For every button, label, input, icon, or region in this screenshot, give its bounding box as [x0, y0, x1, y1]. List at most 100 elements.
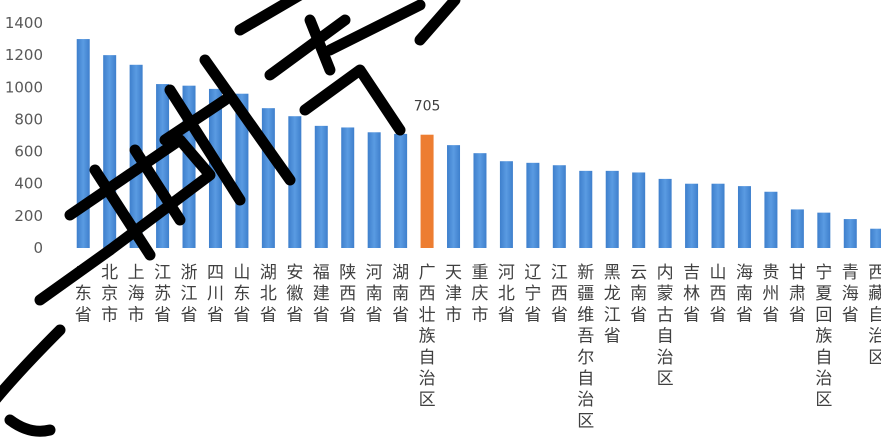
x-tick-char: 西: [419, 284, 436, 304]
x-tick-char: 湖: [260, 263, 277, 283]
x-tick-char: 江: [551, 263, 568, 283]
x-tick-char: 贵: [762, 263, 779, 283]
x-tick-char: 自: [577, 369, 594, 389]
x-tick-label: 山东省: [233, 263, 250, 325]
x-tick-char: 南: [392, 284, 409, 304]
x-tick-char: 族: [815, 327, 832, 347]
bar: [552, 165, 566, 248]
y-tick-label: 600: [14, 143, 43, 161]
x-tick-char: 自: [815, 348, 832, 368]
x-tick-label: 湖北省: [260, 263, 277, 325]
x-tick-char: 内: [657, 263, 674, 283]
x-tick-char: 自: [868, 305, 881, 325]
x-tick-char: 治: [868, 327, 881, 347]
x-tick-char: 治: [419, 369, 436, 389]
x-tick-char: 省: [75, 305, 92, 325]
x-tick-label: 浙江省: [181, 263, 198, 325]
x-tick-label: 云南省: [630, 263, 647, 325]
y-axis: 0 200 400 600 800 1000 1200 1400: [5, 14, 43, 257]
x-tick-char: 苏: [154, 284, 171, 304]
x-tick-label: 贵州省: [762, 263, 779, 325]
x-tick-char: 省: [498, 305, 515, 325]
x-tick-char: 尔: [577, 348, 594, 368]
x-tick-char: 省: [736, 305, 753, 325]
x-tick-char: 浙: [181, 263, 198, 283]
x-tick-label: 河北省: [498, 263, 515, 325]
x-tick-label: 青海省: [842, 263, 859, 325]
x-tick-label: 福建省: [313, 263, 330, 325]
x-tick-char: 市: [471, 305, 488, 325]
x-tick-char: 区: [868, 348, 881, 368]
x-tick-label: 上海市: [128, 263, 145, 325]
bar: [261, 108, 275, 248]
x-tick-label: 湖南省: [392, 263, 409, 325]
x-tick-char: 青: [842, 263, 859, 283]
x-tick-char: 宁: [524, 284, 541, 304]
x-tick-label: 江西省: [551, 263, 568, 325]
x-tick-label: 辽宁省: [524, 263, 541, 325]
x-tick-char: 湖: [392, 263, 409, 283]
x-tick-char: 新: [577, 263, 594, 283]
bar: [367, 132, 381, 248]
x-tick-char: 北: [101, 263, 118, 283]
x-tick-char: 津: [445, 284, 462, 304]
bar: [394, 133, 408, 248]
x-tick-char: 东: [233, 284, 250, 304]
x-tick-char: 自: [419, 348, 436, 368]
x-tick-char: 山: [233, 263, 250, 283]
bar: [473, 153, 487, 248]
x-tick-char: 省: [260, 305, 277, 325]
x-tick-char: 南: [736, 284, 753, 304]
x-tick-char: 西: [868, 263, 881, 283]
x-tick-char: 江: [181, 284, 198, 304]
x-tick-char: 州: [762, 284, 779, 304]
x-tick-char: 海: [736, 263, 753, 283]
x-tick-char: 山: [710, 263, 727, 283]
x-tick-char: 蒙: [657, 284, 674, 304]
x-tick-char: 省: [339, 305, 356, 325]
y-tick-label: 1400: [5, 14, 43, 32]
bar: [235, 93, 249, 248]
x-tick-char: 宁: [815, 263, 832, 283]
x-tick-char: 东: [75, 284, 92, 304]
x-tick-char: 徽: [286, 284, 303, 304]
bar: [447, 145, 461, 248]
x-tick-char: 疆: [577, 284, 594, 304]
x-tick-label: 江苏省: [154, 263, 171, 325]
x-tick-label: 北京市: [101, 263, 118, 325]
y-tick-label: 200: [14, 207, 43, 225]
x-tick-char: 省: [154, 305, 171, 325]
x-tick-char: 市: [445, 305, 462, 325]
x-tick-char: 四: [207, 263, 224, 283]
x-tick-label: 河南省: [366, 263, 383, 325]
x-tick-char: 治: [657, 348, 674, 368]
x-tick-char: 西: [551, 284, 568, 304]
x-tick-char: 陕: [339, 263, 356, 283]
x-tick-char: 省: [181, 305, 198, 325]
x-tick-char: 省: [551, 305, 568, 325]
bar: [843, 219, 857, 248]
x-tick-char: 省: [313, 305, 330, 325]
x-tick-char: 南: [366, 284, 383, 304]
x-tick-char: 林: [683, 284, 700, 304]
bar: [737, 186, 751, 248]
bar: [314, 125, 328, 248]
bar: [526, 162, 540, 248]
bar: [156, 84, 170, 248]
bar: [103, 55, 117, 249]
x-tick-char: 北: [498, 284, 515, 304]
x-tick-label: 海南省: [736, 263, 753, 325]
data-label: 705: [414, 99, 441, 115]
x-tick-char: 海: [128, 284, 145, 304]
x-tick-char: 海: [842, 284, 859, 304]
x-tick-char: 上: [128, 263, 145, 283]
x-tick-char: 北: [260, 284, 277, 304]
x-axis-categories: 广东省北京市上海市江苏省浙江省四川省山东省湖北省安徽省福建省陕西省河南省湖南省广…: [75, 263, 881, 431]
